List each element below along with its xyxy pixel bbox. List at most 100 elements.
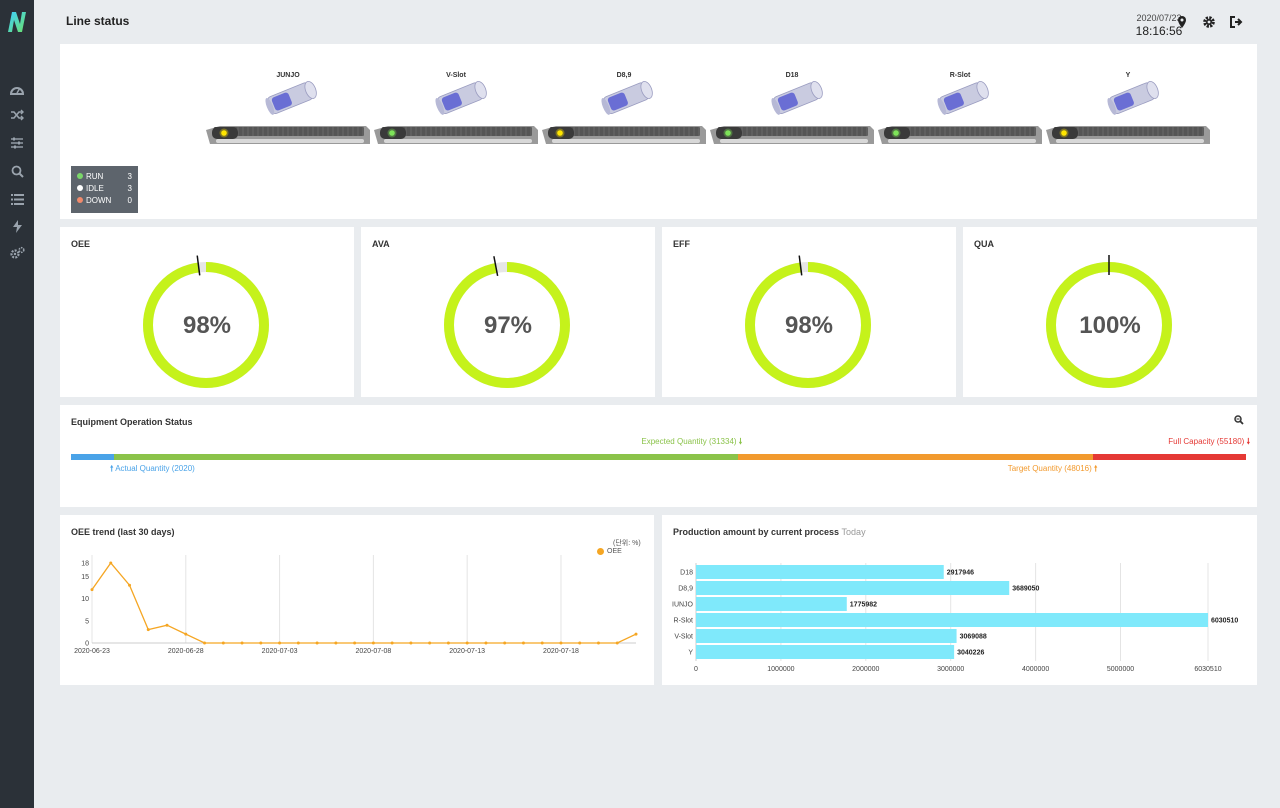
data-point bbox=[503, 641, 507, 645]
equipment-operation-panel: Equipment Operation Status Expected Quan… bbox=[60, 405, 1257, 507]
data-point bbox=[296, 641, 300, 645]
station-label: R-Slot bbox=[949, 72, 971, 79]
line-overview-panel: JUNJO V-Slot D8,9 D18 R-Slot Y RUN 3 IDLE 3 DOWN 0 bbox=[60, 44, 1257, 219]
data-point bbox=[578, 641, 582, 645]
bolt-icon[interactable] bbox=[8, 217, 26, 235]
location-pin-icon[interactable] bbox=[1175, 15, 1189, 29]
conveyor-machine-icon bbox=[1046, 80, 1210, 144]
kpi-title: OEE bbox=[71, 239, 91, 249]
bar-value-label: 3040226 bbox=[957, 650, 984, 657]
gauge-arc bbox=[143, 262, 269, 388]
shuffle-icon[interactable] bbox=[8, 106, 26, 124]
x-tick-label: 2020-07-18 bbox=[543, 648, 579, 655]
conveyor-machine-icon bbox=[710, 80, 874, 144]
x-tick-label: 2020-06-23 bbox=[74, 648, 110, 655]
conveyor-machine-icon bbox=[878, 80, 1042, 144]
arrow-up-icon: 🠕 bbox=[1094, 464, 1098, 473]
legend-row-run: RUN 3 bbox=[77, 170, 132, 182]
data-point bbox=[353, 641, 357, 645]
data-point bbox=[221, 641, 225, 645]
actual-quantity-text: Actual Quantity (2020) bbox=[115, 464, 195, 473]
data-point bbox=[203, 641, 207, 645]
x-tick-label: 5000000 bbox=[1107, 666, 1134, 673]
data-point bbox=[334, 641, 338, 645]
station-d8-9[interactable]: D8,9 bbox=[542, 70, 706, 160]
category-label: V-Slot bbox=[674, 634, 693, 641]
bar-value-label: 1775982 bbox=[850, 602, 877, 609]
data-point bbox=[371, 641, 375, 645]
unit-label: (단위: %) bbox=[613, 540, 641, 547]
data-point bbox=[540, 641, 544, 645]
legend-count: 3 bbox=[127, 183, 132, 193]
full-capacity-label: Full Capacity (55180) 🠗 bbox=[1168, 436, 1250, 450]
sliders-icon[interactable] bbox=[8, 134, 26, 152]
bar bbox=[696, 613, 1208, 627]
x-tick-label: 1000000 bbox=[767, 666, 794, 673]
legend-row-idle: IDLE 3 bbox=[77, 182, 132, 194]
app-logo[interactable] bbox=[6, 10, 28, 34]
bar-value-label: 6030510 bbox=[1211, 618, 1238, 625]
station-label: V-Slot bbox=[446, 72, 466, 79]
legend-row-down: DOWN 0 bbox=[77, 194, 132, 206]
data-point bbox=[259, 641, 263, 645]
production-title: Production amount by current process Tod… bbox=[673, 527, 866, 537]
gauge-needle bbox=[196, 255, 201, 276]
oee-legend[interactable]: OEE bbox=[597, 548, 622, 555]
gauge-needle bbox=[493, 256, 499, 277]
gauge-needle bbox=[798, 255, 803, 276]
target-quantity-label: Target Quantity (48016) 🠕 bbox=[1008, 463, 1098, 477]
arrow-up-icon: 🠕 bbox=[110, 464, 114, 473]
arrow-down-icon: 🠗 bbox=[738, 437, 743, 446]
y-tick-label: 5 bbox=[85, 618, 89, 625]
data-point bbox=[559, 641, 563, 645]
data-point bbox=[428, 641, 432, 645]
data-point bbox=[165, 623, 169, 627]
production-title-text: Production amount by current process bbox=[673, 527, 840, 537]
station-y[interactable]: Y bbox=[1046, 70, 1210, 160]
station-d18[interactable]: D18 bbox=[710, 70, 874, 160]
bar-value-label: 3069088 bbox=[960, 634, 987, 641]
station-v-slot[interactable]: V-Slot bbox=[374, 70, 538, 160]
gears-icon[interactable] bbox=[8, 244, 26, 262]
data-point bbox=[615, 641, 619, 645]
bar bbox=[696, 565, 944, 579]
x-tick-label: 6030510 bbox=[1194, 666, 1221, 673]
gauge-arc bbox=[444, 262, 570, 388]
kpi-value: 97% bbox=[483, 312, 533, 339]
conveyor-machine-icon bbox=[206, 80, 370, 144]
status-dot bbox=[77, 197, 83, 203]
x-tick-label: 2000000 bbox=[852, 666, 879, 673]
bar-segment-actual bbox=[71, 454, 114, 460]
search-icon[interactable] bbox=[8, 162, 26, 180]
legend-count: 0 bbox=[127, 195, 132, 205]
legend-label: IDLE bbox=[86, 183, 104, 193]
expected-quantity-text: Expected Quantity (31334) bbox=[641, 437, 737, 446]
y-tick-label: 10 bbox=[81, 596, 89, 603]
gauge-ring bbox=[745, 255, 871, 388]
data-point bbox=[390, 641, 394, 645]
station-label: D18 bbox=[785, 72, 799, 79]
bar bbox=[696, 581, 1010, 595]
production-panel: Production amount by current process Tod… bbox=[662, 515, 1257, 685]
expected-quantity-label: Expected Quantity (31334) 🠗 bbox=[641, 436, 742, 450]
gauge-arc bbox=[745, 262, 871, 388]
y-tick-label: 0 bbox=[85, 641, 89, 648]
dashboard-icon[interactable] bbox=[8, 80, 26, 98]
kpi-title: EFF bbox=[673, 239, 690, 249]
gauge-ring bbox=[444, 256, 570, 388]
data-point bbox=[484, 641, 488, 645]
data-point bbox=[446, 641, 450, 645]
station-junjo[interactable]: JUNJO bbox=[206, 70, 370, 160]
bar-value-label: 2917946 bbox=[947, 570, 974, 577]
kpi-card-oee: OEE 98% bbox=[60, 227, 354, 397]
list-icon[interactable] bbox=[8, 190, 26, 208]
logout-icon[interactable] bbox=[1229, 15, 1243, 29]
production-subtitle: Today bbox=[841, 527, 866, 537]
actual-quantity-label: 🠕 Actual Quantity (2020) bbox=[110, 463, 195, 477]
station-r-slot[interactable]: R-Slot bbox=[878, 70, 1042, 160]
gear-icon[interactable] bbox=[1202, 15, 1216, 29]
kpi-title: QUA bbox=[974, 239, 994, 249]
bar-segment-expected bbox=[114, 454, 739, 460]
category-label: Y bbox=[688, 650, 693, 657]
zoom-icon[interactable] bbox=[1234, 415, 1244, 425]
